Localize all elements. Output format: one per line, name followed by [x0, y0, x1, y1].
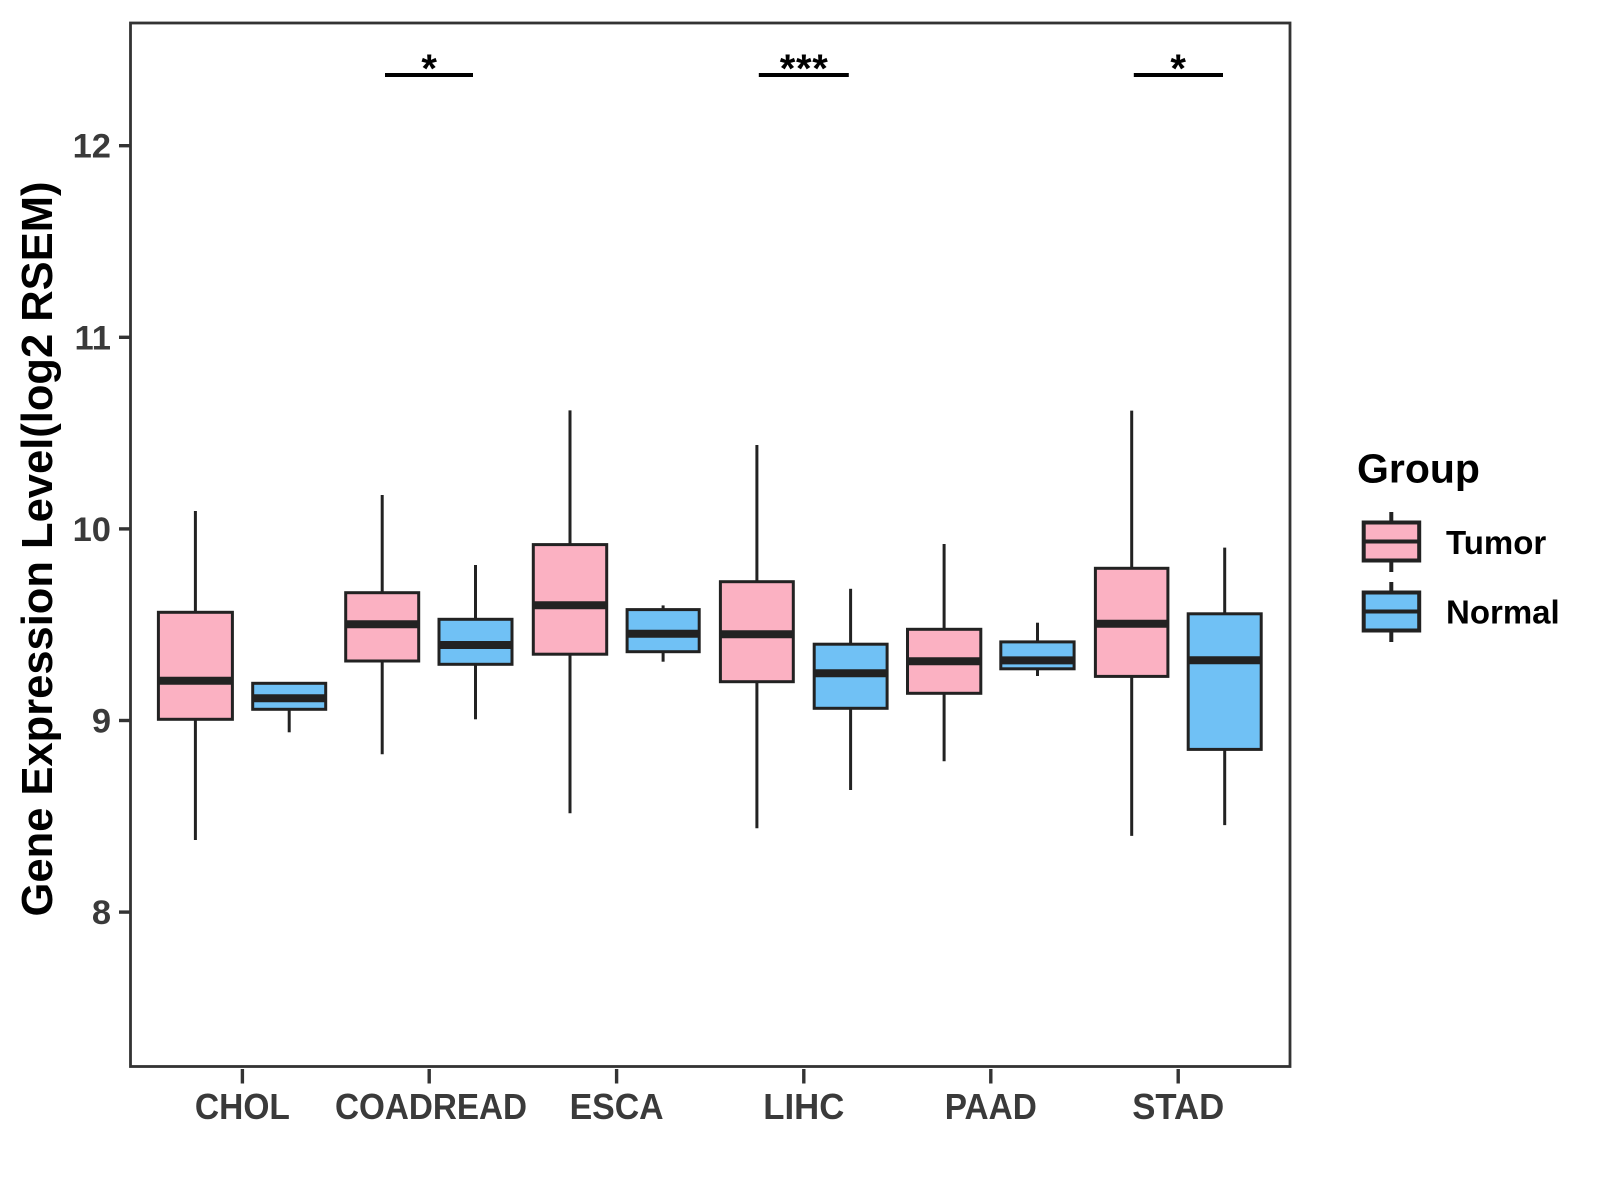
- svg-text:*: *: [1170, 47, 1186, 91]
- svg-text:Normal: Normal: [1446, 594, 1560, 631]
- svg-text:PAAD: PAAD: [945, 1086, 1037, 1127]
- svg-text:*: *: [812, 47, 828, 91]
- svg-text:STAD: STAD: [1132, 1086, 1224, 1127]
- svg-text:Tumor: Tumor: [1446, 524, 1546, 561]
- svg-text:*: *: [780, 47, 796, 91]
- svg-text:*: *: [796, 47, 812, 91]
- svg-text:8: 8: [92, 894, 111, 932]
- svg-text:LIHC: LIHC: [763, 1086, 844, 1127]
- svg-text:11: 11: [75, 319, 111, 357]
- svg-text:CHOL: CHOL: [195, 1086, 290, 1127]
- svg-text:COADREAD: COADREAD: [335, 1086, 527, 1127]
- svg-text:*: *: [421, 47, 437, 91]
- svg-text:9: 9: [92, 703, 111, 741]
- svg-text:Group: Group: [1357, 446, 1480, 492]
- svg-text:Gene Expression Level(log2 RSE: Gene Expression Level(log2 RSEM): [14, 182, 62, 917]
- svg-text:ESCA: ESCA: [570, 1086, 664, 1127]
- svg-text:12: 12: [73, 128, 111, 166]
- svg-text:10: 10: [73, 511, 111, 549]
